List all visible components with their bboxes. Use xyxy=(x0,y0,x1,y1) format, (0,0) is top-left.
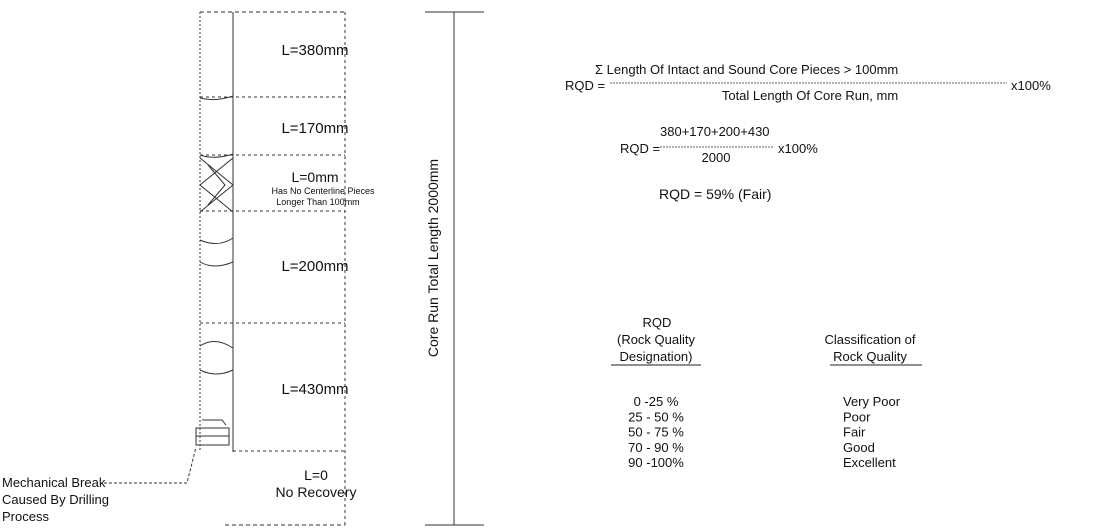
table-row-range: 50 - 75 % xyxy=(628,425,684,440)
segment-note-6: No Recovery xyxy=(276,484,357,500)
segment-label-1: L=380mm xyxy=(281,42,348,59)
table-rows: 0 -25 % Very Poor 25 - 50 % Poor 50 - 75 % Fa… xyxy=(628,394,901,470)
calc-lhs: RQD = xyxy=(620,141,660,156)
segment-note-3a: Has No Centerline Pieces xyxy=(271,186,375,196)
formula-denominator: Total Length Of Core Run, mm xyxy=(722,88,898,103)
table-header-right-1: Classification of xyxy=(824,332,915,347)
table-row-class: Fair xyxy=(843,425,866,440)
segment-label-3: L=0mm xyxy=(291,169,338,185)
table-header-left-1: RQD xyxy=(643,315,672,330)
calc-multiplier: x100% xyxy=(778,141,818,156)
segment-label-6: L=0 xyxy=(304,467,328,483)
table-row-range: 90 -100% xyxy=(628,455,684,470)
segment-note-3b: Longer Than 100mm xyxy=(276,197,359,207)
table-row-class: Excellent xyxy=(843,455,896,470)
table-row-range: 25 - 50 % xyxy=(628,409,684,424)
table-row-range: 0 -25 % xyxy=(634,394,679,409)
total-length-label: Core Run Total Length 2000mm xyxy=(425,159,441,357)
segment-label-5: L=430mm xyxy=(281,381,348,398)
formula-multiplier: x100% xyxy=(1011,78,1051,93)
rqd-result: RQD = 59% (Fair) xyxy=(659,186,771,202)
mechanical-break-line2: Caused By Drilling xyxy=(2,492,109,507)
fracture-zone xyxy=(200,158,233,212)
table-header-left-2: (Rock Quality xyxy=(617,332,696,347)
table-header-right-2: Rock Quality xyxy=(833,349,907,364)
mechanical-break-line1: Mechanical Break xyxy=(2,475,106,490)
segment-label-2: L=170mm xyxy=(281,120,348,137)
calc-numerator: 380+170+200+430 xyxy=(660,124,770,139)
table-row-class: Good xyxy=(843,440,875,455)
formula-numerator: Σ Length Of Intact and Sound Core Pieces… xyxy=(595,62,898,77)
table-row-range: 70 - 90 % xyxy=(628,440,684,455)
mechanical-break-leader xyxy=(104,447,196,483)
segment-label-4: L=200mm xyxy=(281,258,348,275)
mechanical-break-line3: Process xyxy=(2,509,49,524)
table-header-left-3: Designation) xyxy=(620,349,693,364)
table-row-class: Poor xyxy=(843,409,871,424)
table-row-class: Very Poor xyxy=(843,394,901,409)
formula-lhs: RQD = xyxy=(565,78,605,93)
calc-denominator: 2000 xyxy=(702,150,731,165)
